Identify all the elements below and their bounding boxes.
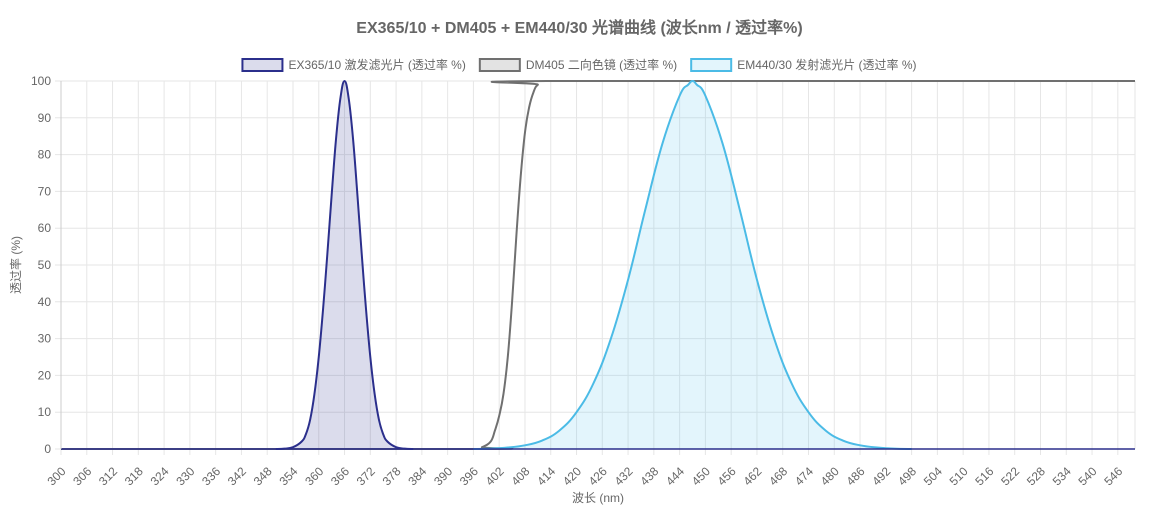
x-tick-label: 330 xyxy=(173,464,197,488)
x-tick-label: 354 xyxy=(276,464,300,488)
x-tick-label: 534 xyxy=(1050,464,1074,488)
x-tick-label: 378 xyxy=(380,464,404,488)
legend-label: EM440/30 发射滤光片 (透过率 %) xyxy=(737,57,916,72)
y-tick-label: 50 xyxy=(38,258,52,272)
x-tick-label: 516 xyxy=(972,464,996,488)
y-tick-label: 60 xyxy=(38,221,52,235)
x-tick-label: 522 xyxy=(998,464,1022,488)
x-tick-label: 510 xyxy=(947,464,971,488)
x-tick-label: 372 xyxy=(354,464,378,488)
legend-item-1[interactable]: DM405 二向色镜 (透过率 %) xyxy=(478,57,677,72)
x-tick-label: 414 xyxy=(534,464,558,488)
series-layer xyxy=(61,79,1135,451)
legend-swatch xyxy=(241,58,284,72)
x-tick-label: 384 xyxy=(405,464,429,488)
series-area-2 xyxy=(473,81,912,449)
x-tick-label: 402 xyxy=(483,464,507,488)
y-tick-label: 10 xyxy=(38,405,52,419)
x-tick-label: 348 xyxy=(251,464,275,488)
x-tick-label: 336 xyxy=(199,464,223,488)
series-line-2 xyxy=(473,79,912,450)
x-tick-label: 480 xyxy=(818,464,842,488)
legend-item-0[interactable]: EX365/10 激发滤光片 (透过率 %) xyxy=(241,57,466,72)
chart-title: EX365/10 + DM405 + EM440/30 光谱曲线 (波长nm /… xyxy=(356,18,802,37)
x-tick-label: 528 xyxy=(1024,464,1048,488)
x-tick-label: 426 xyxy=(586,464,610,488)
x-tick-label: 486 xyxy=(844,464,868,488)
y-tick-label: 80 xyxy=(38,148,52,162)
y-axis-ticks: 0 10 20 30 40 50 60 70 80 90 100 xyxy=(31,74,51,456)
legend-swatch xyxy=(690,58,733,72)
x-tick-label: 498 xyxy=(895,464,919,488)
series-area-0 xyxy=(275,81,414,449)
x-tick-label: 474 xyxy=(792,464,816,488)
legend-swatch xyxy=(478,58,521,72)
y-axis-title: 透过率 (%) xyxy=(8,236,23,294)
x-axis-ticks: 300 306 312 318 324 330 336 342 348 354 360 366 372 3… xyxy=(44,464,1125,488)
x-axis-title: 波长 (nm) xyxy=(572,491,624,505)
y-tick-label: 0 xyxy=(44,442,51,456)
x-tick-label: 390 xyxy=(431,464,455,488)
x-tick-label: 540 xyxy=(1076,464,1100,488)
series-line-0 xyxy=(275,79,414,450)
y-tick-label: 90 xyxy=(38,111,52,125)
x-tick-label: 450 xyxy=(689,464,713,488)
x-tick-label: 492 xyxy=(869,464,893,488)
x-tick-label: 342 xyxy=(225,464,249,488)
x-tick-label: 306 xyxy=(70,464,94,488)
x-tick-label: 420 xyxy=(560,464,584,488)
x-tick-label: 360 xyxy=(302,464,326,488)
x-tick-label: 318 xyxy=(122,464,146,488)
x-tick-label: 456 xyxy=(715,464,739,488)
x-tick-label: 462 xyxy=(740,464,764,488)
y-tick-label: 30 xyxy=(38,332,52,346)
legend-label: EX365/10 激发滤光片 (透过率 %) xyxy=(288,57,465,72)
y-tick-label: 70 xyxy=(38,184,52,198)
x-tick-label: 366 xyxy=(328,464,352,488)
chart-legend: EX365/10 激发滤光片 (透过率 %) DM405 二向色镜 (透过率 %)… xyxy=(241,57,917,72)
x-tick-label: 300 xyxy=(44,464,68,488)
legend-label: DM405 二向色镜 (透过率 %) xyxy=(526,57,677,72)
x-tick-label: 396 xyxy=(457,464,481,488)
legend-item-2[interactable]: EM440/30 发射滤光片 (透过率 %) xyxy=(690,57,917,72)
x-tick-label: 408 xyxy=(508,464,532,488)
y-tick-label: 100 xyxy=(31,74,51,88)
x-tick-label: 546 xyxy=(1101,464,1125,488)
x-tick-label: 312 xyxy=(96,464,120,488)
y-tick-label: 20 xyxy=(38,368,52,382)
x-tick-label: 444 xyxy=(663,464,687,488)
y-tick-label: 40 xyxy=(38,295,52,309)
x-tick-label: 324 xyxy=(148,464,172,488)
x-tick-label: 438 xyxy=(637,464,661,488)
grid-lines xyxy=(55,80,1136,455)
x-tick-label: 432 xyxy=(612,464,636,488)
x-tick-label: 468 xyxy=(766,464,790,488)
x-tick-label: 504 xyxy=(921,464,945,488)
